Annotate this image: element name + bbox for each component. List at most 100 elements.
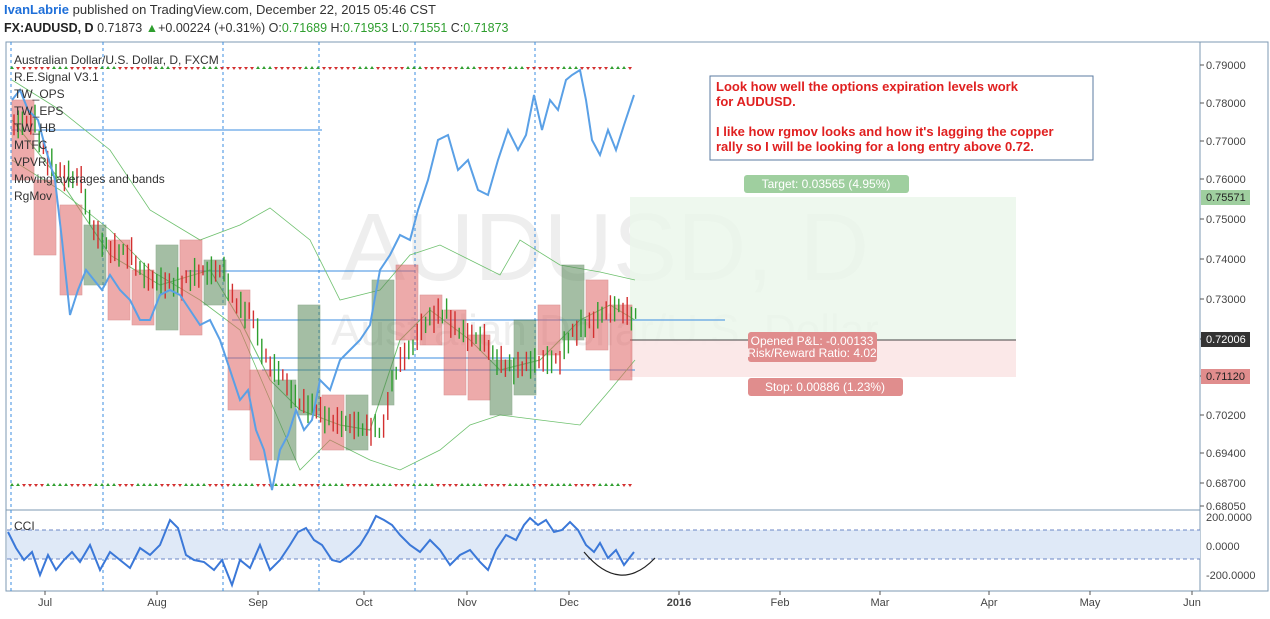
chart-canvas[interactable]: AUDUSD, D Australian Dollar/U.S. Dollar … — [0, 40, 1270, 619]
price-tick-label: 0.75000 — [1206, 214, 1246, 226]
signal-marker — [430, 483, 434, 486]
author-link[interactable]: IvanLabrie — [4, 2, 70, 17]
signal-marker — [310, 66, 314, 69]
symbol-label[interactable]: FX:AUDUSD, D — [4, 21, 94, 35]
pnl-label: Opened P&L: -0.00133 — [751, 334, 874, 348]
signal-marker — [178, 67, 182, 70]
signal-marker — [64, 66, 68, 69]
signal-marker — [40, 484, 44, 487]
signal-marker — [556, 483, 560, 486]
time-tick-label: 2016 — [667, 597, 691, 609]
target-price-badge — [1201, 190, 1250, 205]
signal-marker — [292, 483, 296, 486]
low-label: L: — [391, 21, 403, 35]
open-label: O: — [268, 21, 282, 35]
signal-marker — [478, 483, 482, 486]
signal-marker — [484, 484, 488, 487]
signal-marker — [22, 67, 26, 70]
signal-marker — [580, 484, 584, 487]
entry-price: 0.72006 — [1206, 334, 1246, 346]
signal-marker — [490, 484, 494, 487]
cci-curve-annotation[interactable] — [583, 551, 656, 576]
signal-marker — [208, 66, 212, 69]
signal-marker — [604, 67, 608, 70]
signal-marker — [340, 483, 344, 486]
price-axis[interactable] — [1199, 41, 1269, 592]
annotation-line: Look how well the options expiration lev… — [716, 79, 1019, 94]
signal-marker — [412, 483, 416, 486]
signal-marker — [136, 67, 140, 70]
signal-marker — [526, 67, 530, 70]
signal-marker — [142, 483, 146, 486]
publish-header: IvanLabrie published on TradingView.com,… — [4, 2, 436, 20]
signal-marker — [628, 484, 632, 487]
down-box — [395, 264, 419, 341]
signal-marker — [16, 483, 20, 486]
cci-label: CCI — [14, 519, 35, 533]
signal-marker — [28, 484, 32, 487]
signal-marker — [244, 67, 248, 70]
signal-marker — [550, 67, 554, 70]
low-value: 0.71551 — [402, 21, 448, 35]
price-change: +0.00224 (+0.31%) — [158, 21, 266, 35]
signal-marker — [616, 483, 620, 486]
signal-marker — [94, 483, 98, 486]
price-tick-label: 0.69400 — [1206, 448, 1246, 460]
overlay-series-line[interactable] — [11, 68, 635, 491]
signal-marker — [58, 483, 62, 486]
signal-marker — [544, 67, 548, 70]
signal-marker — [502, 67, 506, 70]
signal-marker — [286, 483, 290, 486]
signal-marker — [232, 483, 236, 486]
down-box — [537, 304, 561, 356]
target-label-bg — [744, 175, 909, 193]
signal-marker — [64, 483, 68, 486]
signal-marker — [166, 66, 170, 69]
up-box — [297, 304, 321, 416]
signal-marker — [592, 484, 596, 487]
high-value: 0.71953 — [343, 21, 389, 35]
signal-marker — [514, 483, 518, 486]
signal-marker — [376, 483, 380, 486]
signal-marker — [538, 484, 542, 487]
up-box — [83, 224, 107, 286]
signal-marker — [400, 484, 404, 487]
price-tick-label: 0.70200 — [1206, 410, 1246, 422]
signal-marker — [352, 484, 356, 487]
signal-marker — [442, 484, 446, 487]
signal-marker — [112, 66, 116, 69]
indicator-list: R.E.Signal V3.1 TW_OPS TW_EPS TW_HB MTFC VPVR… — [14, 70, 165, 203]
signal-marker — [268, 66, 272, 69]
time-tick-label: Apr — [980, 597, 997, 609]
annotation-line: I like how rgmov looks and how it's lagg… — [716, 124, 1054, 139]
signal-marker — [10, 483, 14, 486]
signal-marker — [28, 67, 32, 70]
signal-marker — [238, 483, 242, 486]
signal-marker — [340, 67, 344, 70]
signal-marker — [226, 67, 230, 70]
signal-marker — [436, 67, 440, 70]
target-zone[interactable] — [630, 197, 1016, 340]
signal-markers — [10, 66, 632, 487]
signal-marker — [118, 67, 122, 70]
annotation-box[interactable] — [709, 75, 1094, 161]
signal-marker — [214, 66, 218, 69]
signal-marker — [400, 67, 404, 70]
signal-marker — [424, 483, 428, 486]
cci-line[interactable] — [7, 514, 635, 588]
signal-marker — [460, 66, 464, 69]
signal-marker — [562, 66, 566, 69]
price-bars — [13, 104, 637, 446]
signal-marker — [520, 483, 524, 486]
signal-marker — [454, 67, 458, 70]
target-label: Target: 0.03565 (4.95%) — [762, 177, 891, 191]
signal-marker — [394, 484, 398, 487]
signal-marker — [568, 483, 572, 486]
signal-marker — [124, 484, 128, 487]
signal-marker — [334, 67, 338, 70]
signal-marker — [472, 66, 476, 69]
signal-marker — [592, 67, 596, 70]
time-axis[interactable]: Jul Aug Sep Oct Nov Dec 2016 Feb Mar Apr May Jun — [38, 591, 1201, 609]
signal-marker — [304, 484, 308, 487]
signal-marker — [214, 484, 218, 487]
